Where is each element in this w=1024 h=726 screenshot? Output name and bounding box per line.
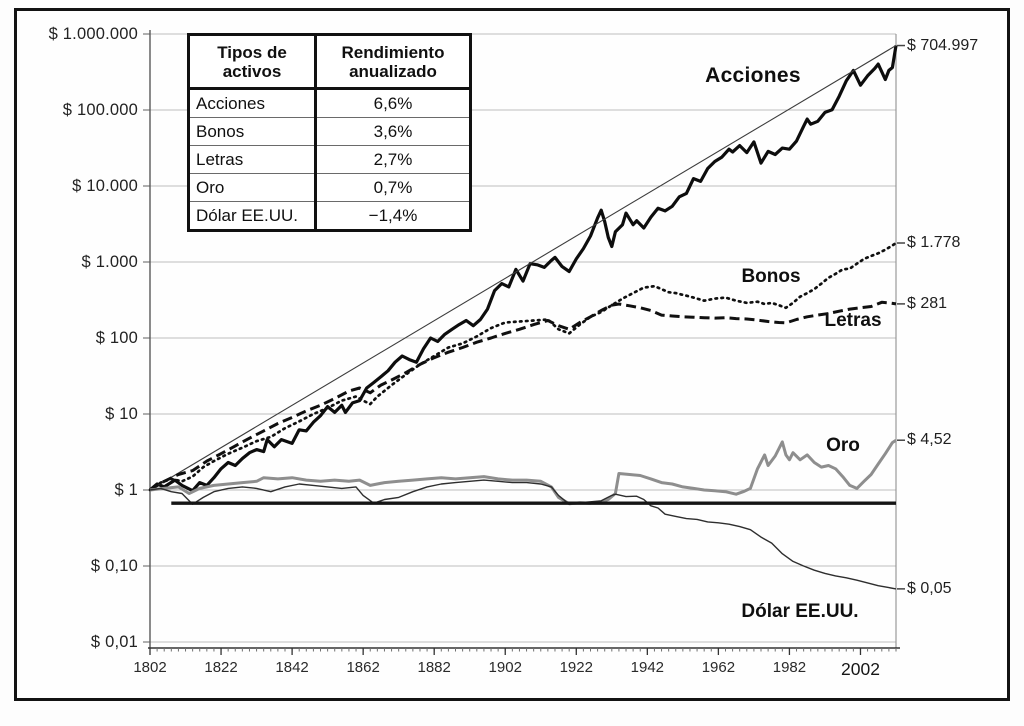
returns-table: Tipos de activos Rendimiento anualizado … xyxy=(187,33,472,233)
asset-type-cell: Letras xyxy=(188,145,317,174)
asset-type-cell: Acciones xyxy=(188,88,317,118)
table-row: Dólar EE.UU. −1,4% xyxy=(188,201,471,231)
series-line-dolar xyxy=(149,479,897,590)
table-header-asset-types: Tipos de activos xyxy=(188,34,317,91)
annualized-return-cell: 0,7% xyxy=(315,173,471,202)
annualized-return-cell: 2,7% xyxy=(315,145,471,174)
annualized-return-cell: 6,6% xyxy=(373,93,413,113)
asset-type-cell: Oro xyxy=(188,173,317,202)
asset-type-cell: Bonos xyxy=(188,117,317,146)
table-row: Acciones 6,6% xyxy=(188,88,471,118)
table-row: Oro 0,7% xyxy=(188,173,471,202)
table-row: Bonos 3,6% xyxy=(188,117,471,146)
series-line-trend xyxy=(149,45,897,491)
series-line-oro xyxy=(149,438,897,506)
table-header-row: Tipos de activos Rendimiento anualizado xyxy=(188,34,471,91)
table-header-annualized-return: Rendimiento anualizado xyxy=(315,34,471,91)
figure-frame xyxy=(14,8,1010,701)
series-line-acciones xyxy=(148,45,898,493)
asset-type-cell: Dólar EE.UU. xyxy=(188,201,317,231)
series-line-letras xyxy=(149,300,897,492)
annualized-return-cell: −1,4% xyxy=(315,201,471,231)
table-row: Letras 2,7% xyxy=(188,145,471,174)
annualized-return-cell: 3,6% xyxy=(315,117,471,146)
